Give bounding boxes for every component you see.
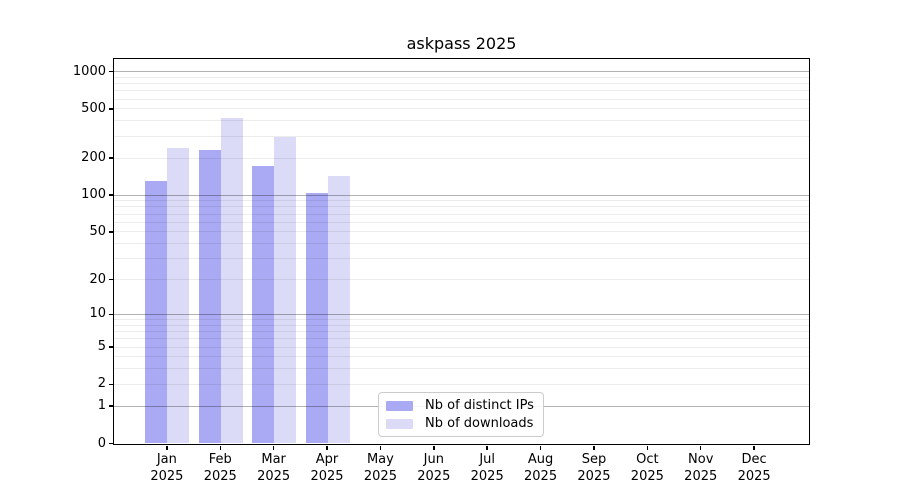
x-axis-tick-mark: [166, 445, 168, 450]
x-axis-tick-mark: [593, 445, 595, 450]
x-axis-tick-mark: [699, 445, 702, 450]
gridline-minor: [114, 368, 809, 370]
legend-label: Nb of distinct IPs: [425, 398, 534, 413]
gridline-minor: [114, 243, 809, 245]
x-axis-tick-mark: [646, 445, 649, 450]
x-axis-tick-label: Apr 2025: [310, 452, 344, 484]
gridline-minor: [114, 319, 809, 321]
gridline-minor: [114, 258, 809, 260]
y-axis-tick-label: 100: [81, 187, 106, 203]
gridline-minor: [114, 135, 809, 137]
gridline-minor: [114, 213, 809, 215]
x-axis-tick-mark: [753, 445, 755, 450]
gridline-minor: [114, 76, 809, 78]
gridline-minor: [114, 324, 809, 326]
x-axis-tick-label: Sep 2025: [577, 452, 611, 484]
x-axis-tick-mark: [379, 445, 382, 450]
gridline-minor: [114, 356, 809, 358]
bar-downloads-mar: [274, 136, 297, 443]
x-axis-tick-mark: [486, 445, 488, 450]
y-axis-tick-mark: [109, 157, 113, 159]
gridline-minor: [114, 231, 809, 233]
bar-distinct-ips-feb: [198, 150, 221, 443]
y-axis-tick-mark: [109, 108, 113, 110]
gridline-minor: [114, 331, 809, 333]
gridline-minor: [114, 206, 809, 208]
gridline-minor: [114, 98, 809, 100]
x-axis-tick-mark: [219, 445, 222, 450]
grid-layer: [114, 59, 809, 444]
legend-swatch-distinct-ips: [386, 400, 413, 411]
x-axis-tick-label: Feb 2025: [203, 452, 237, 484]
y-axis-tick-label: 500: [81, 100, 106, 116]
legend-item-distinct-ips: Nb of distinct IPs: [386, 398, 534, 413]
chart-title: askpass 2025: [406, 34, 517, 53]
bar-downloads-jan: [167, 147, 190, 443]
gridline-minor: [114, 90, 809, 92]
bar-distinct-ips-jan: [145, 180, 168, 443]
x-axis-tick-mark: [272, 445, 275, 450]
y-axis-tick-label: 5: [97, 339, 106, 355]
y-axis-tick-mark: [109, 194, 113, 196]
x-axis-tick-mark: [539, 445, 542, 450]
y-axis-tick-label: 50: [89, 223, 106, 239]
y-axis-tick-mark: [109, 278, 113, 281]
x-axis-tick-label: Dec 2025: [737, 452, 771, 484]
x-axis-tick-label: Jul 2025: [470, 452, 504, 484]
x-axis-tick-label: Jun 2025: [417, 452, 451, 484]
legend-label: Nb of downloads: [425, 416, 534, 431]
y-axis-tick-label: 1000: [72, 63, 106, 79]
gridline-minor: [114, 338, 809, 340]
y-axis-tick-mark: [109, 346, 113, 348]
y-axis-tick-mark: [109, 442, 113, 445]
gridline-major: [114, 313, 809, 315]
x-axis-tick-label: Mar 2025: [257, 452, 291, 484]
bar-downloads-feb: [220, 118, 243, 443]
bar-distinct-ips-mar: [252, 166, 275, 443]
y-axis-tick-label: 200: [81, 150, 106, 166]
gridline-minor: [114, 346, 809, 348]
y-axis-tick-mark: [109, 313, 113, 316]
gridline-minor: [114, 157, 809, 159]
x-axis-tick-mark: [326, 445, 328, 450]
gridline-minor: [114, 83, 809, 85]
plot-area: Nb of distinct IPs Nb of downloads: [113, 58, 810, 445]
legend: Nb of distinct IPs Nb of downloads: [378, 392, 544, 437]
legend-item-downloads: Nb of downloads: [386, 416, 534, 431]
bars-layer: [114, 59, 809, 444]
x-axis-tick-label: May 2025: [363, 452, 397, 484]
gridline-minor: [114, 383, 809, 385]
gridline-minor: [114, 120, 809, 122]
x-axis-tick-label: Aug 2025: [524, 452, 558, 484]
y-axis-tick-mark: [109, 70, 113, 73]
bar-distinct-ips-apr: [305, 193, 328, 443]
gridline-major: [114, 71, 809, 73]
y-axis-tick-mark: [109, 405, 113, 407]
gridline-major: [114, 194, 809, 196]
y-axis-tick-label: 0: [97, 435, 106, 451]
x-axis-tick-mark: [433, 445, 435, 450]
y-axis-tick-label: 20: [89, 271, 106, 287]
y-axis-tick-mark: [109, 383, 113, 386]
gridline-minor: [114, 108, 809, 110]
bar-downloads-apr: [327, 176, 350, 443]
x-axis-tick-label: Oct 2025: [630, 452, 664, 484]
y-axis-tick-label: 10: [89, 306, 106, 322]
y-axis-tick-label: 2: [97, 376, 106, 392]
y-axis-tick-mark: [109, 231, 113, 233]
x-axis-tick-label: Jan 2025: [150, 452, 184, 484]
gridline-minor: [114, 200, 809, 202]
y-axis-tick-label: 1: [97, 398, 106, 414]
legend-swatch-downloads: [386, 418, 413, 429]
x-axis-tick-label: Nov 2025: [684, 452, 718, 484]
gridline-minor: [114, 279, 809, 281]
gridline-minor: [114, 221, 809, 223]
